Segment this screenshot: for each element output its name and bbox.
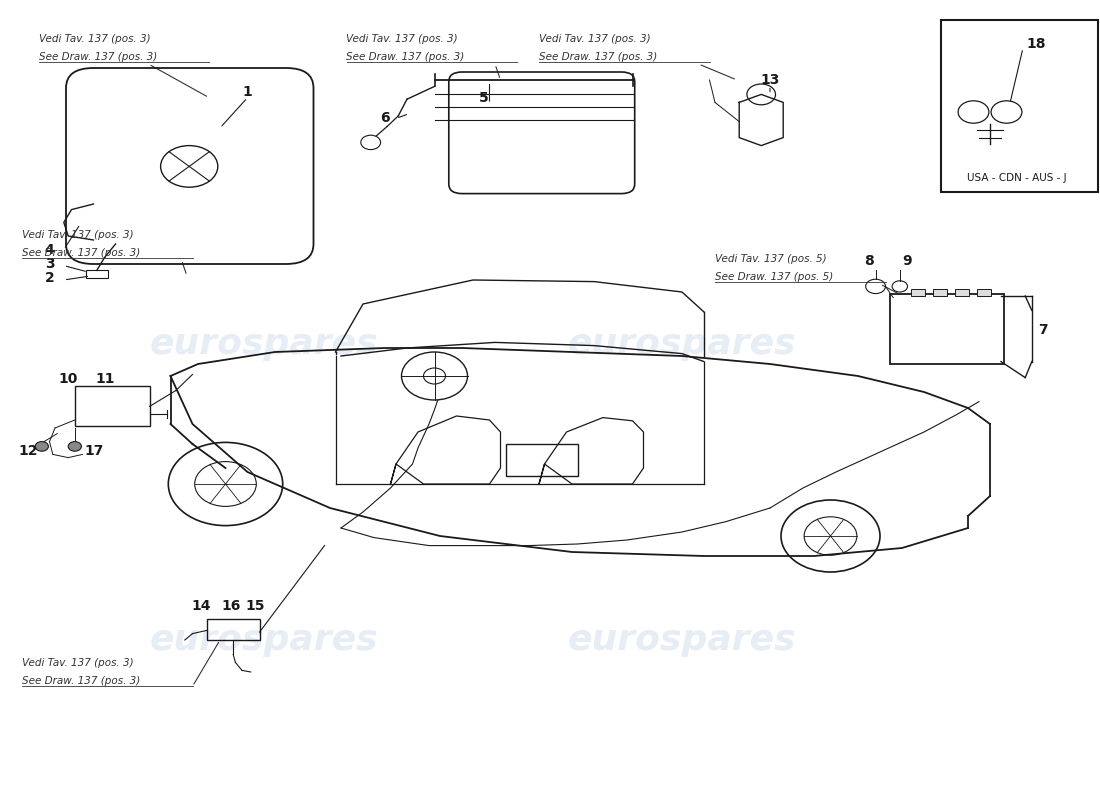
Bar	[207, 619, 260, 640]
Bar	[977, 289, 991, 296]
Text: Vedi Tav. 137 (pos. 3): Vedi Tav. 137 (pos. 3)	[22, 230, 133, 240]
Text: 4: 4	[45, 242, 54, 257]
Text: 12: 12	[19, 444, 38, 458]
Text: 6: 6	[381, 111, 389, 126]
Text: 9: 9	[903, 254, 912, 268]
Text: eurospares: eurospares	[150, 327, 378, 361]
Text: 3: 3	[45, 257, 54, 271]
Text: 10: 10	[58, 372, 78, 386]
Text: eurospares: eurospares	[568, 623, 796, 657]
Text: See Draw. 137 (pos. 3): See Draw. 137 (pos. 3)	[22, 249, 141, 258]
Text: 5: 5	[480, 90, 488, 105]
Text: 15: 15	[245, 599, 265, 614]
Text: 18: 18	[1026, 37, 1046, 51]
Text: eurospares: eurospares	[150, 623, 378, 657]
Text: 13: 13	[760, 73, 780, 87]
Text: 2: 2	[45, 271, 54, 286]
Circle shape	[68, 442, 81, 451]
Text: See Draw. 137 (pos. 3): See Draw. 137 (pos. 3)	[22, 676, 141, 686]
Bar	[86, 270, 108, 278]
Text: 17: 17	[85, 444, 104, 458]
Text: See Draw. 137 (pos. 5): See Draw. 137 (pos. 5)	[715, 272, 834, 282]
Bar	[955, 289, 969, 296]
Bar	[933, 289, 947, 296]
Text: 8: 8	[865, 254, 873, 268]
Text: Vedi Tav. 137 (pos. 3): Vedi Tav. 137 (pos. 3)	[346, 34, 458, 44]
Text: eurospares: eurospares	[568, 327, 796, 361]
Text: USA - CDN - AUS - J: USA - CDN - AUS - J	[967, 173, 1066, 182]
Circle shape	[35, 442, 48, 451]
Text: Vedi Tav. 137 (pos. 3): Vedi Tav. 137 (pos. 3)	[22, 658, 133, 668]
Bar	[940, 20, 1098, 192]
Text: See Draw. 137 (pos. 3): See Draw. 137 (pos. 3)	[39, 53, 156, 62]
Bar	[75, 386, 150, 426]
Text: Vedi Tav. 137 (pos. 3): Vedi Tav. 137 (pos. 3)	[39, 34, 150, 44]
Text: 14: 14	[191, 599, 211, 614]
Text: 7: 7	[1038, 322, 1047, 337]
Text: Vedi Tav. 137 (pos. 3): Vedi Tav. 137 (pos. 3)	[539, 34, 650, 44]
Text: 1: 1	[243, 85, 252, 99]
Bar	[506, 444, 578, 476]
Text: Vedi Tav. 137 (pos. 5): Vedi Tav. 137 (pos. 5)	[715, 254, 826, 264]
Bar	[911, 289, 925, 296]
Text: 16: 16	[221, 599, 241, 614]
Text: See Draw. 137 (pos. 3): See Draw. 137 (pos. 3)	[346, 53, 464, 62]
Text: See Draw. 137 (pos. 3): See Draw. 137 (pos. 3)	[539, 53, 658, 62]
Text: 11: 11	[96, 372, 115, 386]
